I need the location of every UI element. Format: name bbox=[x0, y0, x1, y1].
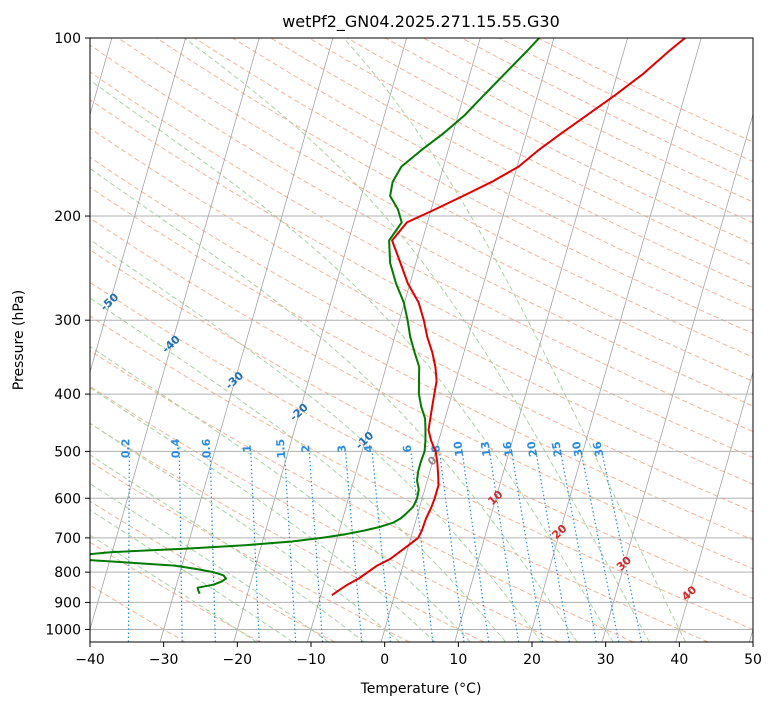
moist-adiabat bbox=[90, 482, 329, 642]
isotherm bbox=[380, 38, 555, 642]
mixing-ratio-label: 2 bbox=[299, 444, 313, 453]
dry-adiabat bbox=[90, 71, 753, 433]
y-axis-label: Pressure (hPa) bbox=[11, 290, 27, 390]
dry-adiabat bbox=[90, 350, 634, 642]
mixing-ratio-label: 13 bbox=[478, 440, 493, 457]
mixing-ratio-line bbox=[438, 451, 465, 642]
isotherm bbox=[159, 38, 334, 642]
mixing-ratio-line bbox=[580, 451, 620, 642]
dry-adiabat bbox=[90, 385, 559, 642]
x-axis-label: Temperature (°C) bbox=[360, 681, 482, 697]
line-labels: 0.10.20.40.611.52346810131620253036-100-… bbox=[0, 184, 700, 603]
dry-adiabat bbox=[90, 500, 335, 642]
frost-point-label: -70 bbox=[0, 184, 5, 207]
y-tick-label: 700 bbox=[54, 531, 81, 547]
moist-adiabat bbox=[90, 297, 507, 642]
x-tick-label: −10 bbox=[296, 652, 326, 668]
chart-title: wetPf2_GN04.2025.271.15.55.G30 bbox=[282, 12, 560, 32]
y-tick-label: 900 bbox=[54, 595, 81, 611]
mixing-ratio-label: 10 bbox=[451, 440, 466, 457]
y-axis: 100 200 300 400 500 600 700 800 900 1000 bbox=[45, 31, 90, 638]
dry-adiabat bbox=[90, 422, 485, 642]
mixing-ratio-label: 1 bbox=[241, 444, 254, 452]
x-tick-label: 50 bbox=[744, 652, 762, 668]
x-tick-label: 40 bbox=[670, 652, 688, 668]
mixing-ratio-label: 36 bbox=[591, 440, 607, 458]
mixing-ratio-label: 0.4 bbox=[169, 438, 182, 458]
dry-adiabat bbox=[90, 584, 186, 642]
dry-adiabat bbox=[90, 249, 753, 600]
x-tick-label: −40 bbox=[75, 652, 105, 668]
x-tick-label: 10 bbox=[449, 652, 467, 668]
moist-adiabat bbox=[343, 38, 687, 642]
isotherm bbox=[675, 370, 753, 642]
mixing-ratio-line bbox=[559, 451, 597, 642]
mixing-ratio-label: 25 bbox=[549, 440, 565, 457]
x-tick-label: 20 bbox=[523, 652, 541, 668]
isotherm bbox=[90, 38, 260, 631]
mixing-ratio-label: 0.2 bbox=[119, 439, 132, 459]
x-axis: −40 −30 −20 −10 0 10 20 30 40 50 bbox=[75, 642, 762, 668]
mixing-ratio-label: 1.5 bbox=[274, 438, 288, 458]
mixing-ratio-label: 8 bbox=[429, 444, 443, 453]
plot-area: 0.10.20.40.611.52346810131620253036-100-… bbox=[0, 38, 753, 642]
isotherm bbox=[90, 38, 186, 374]
y-tick-label: 300 bbox=[54, 313, 81, 329]
moist-adiabat bbox=[90, 168, 578, 642]
isotherm bbox=[601, 113, 753, 642]
mixing-ratio-label: 3 bbox=[335, 444, 349, 453]
isotherm bbox=[307, 38, 481, 642]
moist-adiabat bbox=[90, 239, 542, 642]
mixing-ratio-line bbox=[535, 451, 570, 642]
isotherms bbox=[90, 38, 753, 642]
y-tick-label: 200 bbox=[54, 209, 81, 225]
x-tick-label: 0 bbox=[380, 652, 389, 668]
mixing-ratio-line bbox=[461, 451, 490, 642]
y-tick-label: 1000 bbox=[45, 622, 81, 638]
temperature-line bbox=[331, 38, 686, 597]
isotherm bbox=[454, 38, 628, 642]
mixing-ratio-label: 16 bbox=[501, 440, 516, 458]
plot-background bbox=[90, 38, 753, 642]
y-tick-label: 400 bbox=[54, 387, 81, 403]
x-tick-label: −30 bbox=[149, 652, 179, 668]
dewpoint-line bbox=[90, 38, 540, 595]
mixing-ratio-line bbox=[601, 451, 643, 642]
mixing-ratio-label: 30 bbox=[570, 440, 586, 458]
dry-adiabat bbox=[90, 99, 753, 459]
dry-adiabat bbox=[90, 315, 709, 642]
mixing-ratio-line bbox=[511, 451, 544, 642]
dry-adiabat bbox=[90, 281, 753, 631]
moist-adiabat bbox=[184, 38, 650, 642]
y-tick-label: 500 bbox=[54, 444, 81, 460]
mixing-ratio-label: 6 bbox=[400, 444, 414, 453]
profile-series bbox=[90, 38, 686, 597]
mixing-ratio-label: 20 bbox=[525, 440, 540, 458]
y-tick-label: 100 bbox=[54, 31, 81, 47]
dry-adiabat bbox=[90, 461, 410, 642]
dry-adiabat bbox=[117, 38, 753, 382]
mixing-ratio-line bbox=[488, 451, 520, 642]
isotherm bbox=[233, 38, 407, 642]
mixing-ratio-label: 0.6 bbox=[200, 438, 214, 458]
moist-adiabats bbox=[90, 38, 687, 642]
moist-adiabat bbox=[90, 386, 436, 642]
moist-adiabat bbox=[90, 345, 471, 642]
mixing-ratio-lines bbox=[127, 451, 643, 642]
isotherm bbox=[528, 38, 702, 642]
frost-point-label: -60 bbox=[39, 240, 63, 263]
moist-adiabat bbox=[90, 79, 614, 642]
y-tick-label: 800 bbox=[54, 565, 81, 581]
plot-frame bbox=[89, 37, 754, 643]
moist-adiabat bbox=[90, 422, 400, 642]
y-tick-label: 600 bbox=[54, 491, 81, 507]
moist-adiabat bbox=[90, 509, 293, 642]
x-tick-label: 30 bbox=[597, 652, 615, 668]
mixing-ratio-label: 4 bbox=[362, 444, 376, 453]
dry-adiabat bbox=[90, 44, 753, 407]
moist-adiabat bbox=[90, 454, 365, 642]
dry-adiabat bbox=[90, 186, 753, 541]
x-tick-label: −20 bbox=[223, 652, 253, 668]
